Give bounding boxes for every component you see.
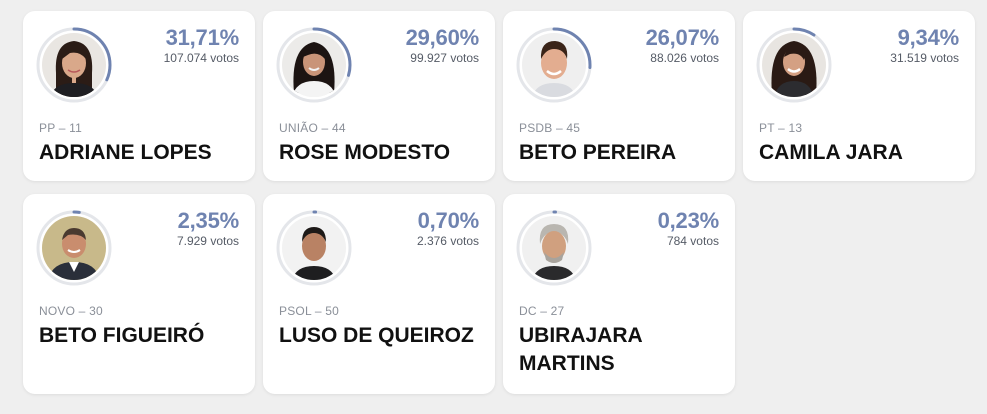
- woman-long-hair-photo: [762, 33, 826, 97]
- candidate-card[interactable]: 29,60% 99.927 votos UNIÃO – 44 ROSE MODE…: [263, 11, 495, 181]
- candidate-card[interactable]: 31,71% 107.074 votos PP – 11 ADRIANE LOP…: [23, 11, 255, 181]
- candidate-avatar: [274, 25, 354, 105]
- candidate-card[interactable]: 26,07% 88.026 votos PSDB – 45 BETO PEREI…: [503, 11, 735, 181]
- candidate-card[interactable]: 9,34% 31.519 votos PT – 13 CAMILA JARA: [743, 11, 975, 181]
- party-number: UNIÃO – 44: [279, 121, 346, 135]
- candidate-avatar: [34, 25, 114, 105]
- candidate-name: BETO PEREIRA: [519, 141, 677, 164]
- vote-percentage: 2,35%: [177, 208, 240, 233]
- man-short-hair-photo: [282, 216, 346, 280]
- candidate-avatar: [514, 25, 594, 105]
- candidate-avatar: [754, 25, 834, 105]
- vote-progress-ring: [36, 27, 112, 103]
- candidate-name: LUSO DE QUEIROZ: [279, 324, 474, 347]
- vote-count: 99.927 votos: [410, 51, 479, 65]
- party-number: PP – 11: [39, 121, 82, 135]
- party-number: PT – 13: [759, 121, 803, 135]
- vote-progress-ring: [36, 210, 112, 286]
- candidate-name: BETO FIGUEIRÓ: [39, 324, 205, 347]
- vote-percentage: 0,70%: [417, 208, 480, 233]
- party-number: PSDB – 45: [519, 121, 581, 135]
- vote-count: 2.376 votos: [416, 234, 479, 248]
- candidate-card[interactable]: 2,35% 7.929 votos NOVO – 30 BETO FIGUEIR…: [23, 194, 255, 394]
- candidate-avatar: [274, 208, 354, 288]
- vote-progress-ring: [756, 27, 832, 103]
- vote-percentage: 9,34%: [897, 25, 960, 50]
- party-number: DC – 27: [519, 304, 565, 318]
- vote-percentage: 31,71%: [165, 25, 240, 50]
- vote-percentage: 29,60%: [405, 25, 480, 50]
- party-number: NOVO – 30: [39, 304, 103, 318]
- woman-long-dark-hair-photo: [282, 33, 346, 97]
- vote-count: 31.519 votos: [890, 51, 959, 65]
- vote-count: 107.074 votos: [163, 51, 239, 65]
- candidate-card[interactable]: 0,23% 784 votos DC – 27 UBIRAJARA MARTIN…: [503, 194, 735, 394]
- candidate-name: ROSE MODESTO: [279, 141, 451, 164]
- vote-progress-ring: [276, 210, 352, 286]
- man-gray-hair-photo: [522, 216, 586, 280]
- vote-percentage: 0,23%: [657, 208, 720, 233]
- vote-progress-ring: [276, 27, 352, 103]
- candidate-name: ADRIANE LOPES: [39, 141, 212, 164]
- vote-progress-ring: [516, 210, 592, 286]
- candidate-avatar: [34, 208, 114, 288]
- vote-count: 88.026 votos: [650, 51, 719, 65]
- man-suit-photo: [42, 216, 106, 280]
- party-number: PSOL – 50: [279, 304, 340, 318]
- vote-count: 7.929 votos: [176, 234, 239, 248]
- candidate-card[interactable]: 0,70% 2.376 votos PSOL – 50 LUSO DE QUEI…: [263, 194, 495, 394]
- woman-dark-hair-photo: [42, 33, 106, 97]
- candidate-name: CAMILA JARA: [759, 141, 903, 164]
- vote-percentage: 26,07%: [645, 25, 720, 50]
- vote-count: 784 votos: [666, 234, 719, 248]
- vote-progress-ring: [516, 27, 592, 103]
- candidate-name: UBIRAJARA MARTINS: [519, 324, 642, 375]
- man-short-dark-hair-photo: [522, 33, 586, 97]
- candidate-avatar: [514, 208, 594, 288]
